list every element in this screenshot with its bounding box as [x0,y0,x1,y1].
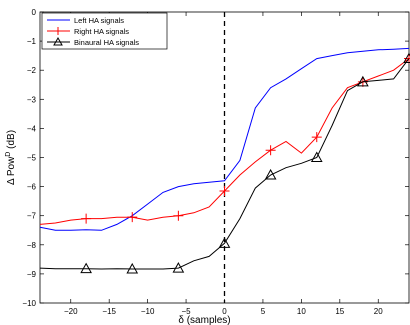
data-point-triangle [80,262,92,274]
y-tick-label: −9 [27,270,37,279]
data-point-triangle [403,52,410,64]
x-tick-label: −15 [102,307,116,316]
y-tick-label: −1 [27,37,37,46]
y-tick-label: −10 [22,299,36,308]
y-tick-label: −3 [27,95,37,104]
y-tick-label: −4 [27,124,37,133]
data-point-plus [219,185,230,196]
x-tick-label: 10 [297,307,306,316]
data-point-triangle [126,262,139,274]
data-point-triangle [218,237,231,248]
legend: Left HA signals Right HA signals Binaural … [41,12,168,50]
x-tick-label: −5 [182,307,192,316]
y-axis-label: Δ PowD (dB) [5,130,17,185]
data-point-triangle [172,262,185,273]
data-point-triangle [357,75,369,87]
x-tick-label: 15 [335,307,344,316]
data-point-plus [311,132,322,143]
data-point-plus [127,212,138,223]
y-tick-label: −8 [27,241,37,250]
series-line-2 [39,58,410,270]
y-tick-label: −5 [27,154,37,163]
x-tick-label: −20 [64,307,78,316]
legend-marker-triangle [53,36,63,46]
x-tick-label: 5 [261,307,266,316]
data-point-plus [81,213,92,224]
x-axis-label: δ (samples) [178,315,230,325]
data-point-plus [265,145,276,156]
y-tick-label: −7 [27,212,37,221]
legend-marker-plus [54,27,62,35]
data-point-triangle [264,168,277,180]
x-tick-label: 20 [374,307,383,316]
y-tick-label: −6 [27,183,37,192]
series-line-0 [39,47,410,231]
x-tick-label: −10 [141,307,155,316]
legend-label: Binaural HA signals [74,38,139,47]
legend-label: Right HA signals [74,27,129,36]
data-point-triangle [310,151,323,162]
y-tick-label: 0 [32,8,37,17]
x-tick-label: 0 [222,307,227,316]
legend-label: Left HA signals [74,16,124,25]
data-point-plus [173,210,184,221]
y-tick-label: −2 [27,66,37,75]
